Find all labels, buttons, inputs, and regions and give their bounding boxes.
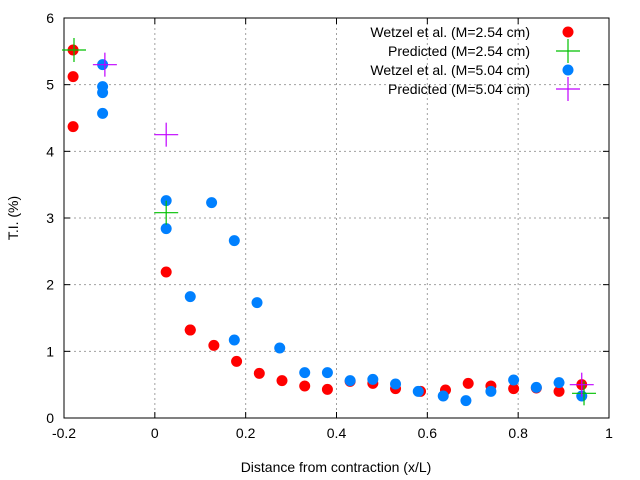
y-tick-label: 5 — [46, 77, 54, 93]
legend: Wetzel et al. (M=2.54 cm) Predicted (M=2.… — [370, 24, 580, 101]
data-point-series-1 — [208, 339, 220, 351]
legend-marker-4 — [556, 77, 580, 101]
data-point-series-3 — [251, 297, 263, 309]
data-point-series-1 — [276, 375, 288, 387]
x-tick-label: -0.2 — [52, 425, 76, 441]
axis-ticks — [63, 17, 610, 419]
data-point-series-2 — [154, 200, 179, 225]
data-point-series-4 — [569, 372, 594, 397]
data-point-series-3 — [274, 342, 286, 354]
data-point-series-3 — [97, 107, 109, 119]
data-point-series-3 — [160, 223, 172, 235]
y-tick-label: 3 — [46, 210, 54, 226]
data-point-series-3 — [485, 385, 497, 397]
data-point-series-1 — [553, 385, 565, 397]
data-point-series-3 — [530, 381, 542, 393]
data-point-series-1 — [253, 367, 265, 379]
legend-label-3: Wetzel et al. (M=5.04 cm) — [370, 62, 530, 78]
legend-marker-3 — [562, 64, 574, 76]
legend-marker-2 — [556, 39, 580, 63]
x-tick-label: 0.2 — [236, 425, 256, 441]
y-tick-label: 6 — [46, 10, 54, 26]
x-tick-label: 1 — [605, 425, 613, 441]
data-point-series-3 — [321, 367, 333, 379]
y-tick-label: 4 — [46, 143, 54, 159]
data-point-series-3 — [367, 373, 379, 385]
data-point-series-3 — [437, 390, 449, 402]
x-tick-label: 0 — [151, 425, 159, 441]
data-point-series-3 — [412, 385, 424, 397]
data-point-series-1 — [321, 383, 333, 395]
data-point-series-1 — [299, 380, 311, 392]
data-point-series-3 — [97, 87, 109, 99]
data-point-series-3 — [390, 378, 402, 390]
data-point-series-3 — [553, 377, 565, 389]
x-tick-label: 0.8 — [508, 425, 528, 441]
data-point-series-2 — [61, 38, 86, 62]
legend-label-2: Predicted (M=2.54 cm) — [388, 43, 530, 59]
data-points — [61, 38, 597, 407]
data-point-series-2 — [572, 381, 597, 406]
data-point-series-1 — [231, 355, 243, 367]
data-point-series-3 — [344, 375, 356, 387]
x-tick-label: 0.6 — [418, 425, 438, 441]
data-point-series-3 — [460, 395, 472, 407]
y-tick-label: 0 — [46, 410, 54, 426]
data-point-series-4 — [154, 122, 179, 147]
data-point-series-1 — [462, 377, 474, 389]
legend-label-1: Wetzel et al. (M=2.54 cm) — [370, 24, 530, 40]
data-point-series-3 — [206, 197, 218, 209]
data-point-series-3 — [299, 367, 311, 379]
y-tick-label: 2 — [46, 277, 54, 293]
data-point-series-3 — [228, 334, 240, 346]
data-point-series-3 — [228, 235, 240, 247]
x-axis-label: Distance from contraction (x/L) — [241, 459, 432, 475]
legend-marker-1 — [562, 26, 574, 38]
data-point-series-1 — [508, 383, 520, 395]
data-point-series-1 — [160, 266, 172, 278]
legend-label-4: Predicted (M=5.04 cm) — [388, 81, 530, 97]
data-point-series-1 — [184, 324, 196, 336]
y-axis-label: T.I. (%) — [5, 196, 21, 240]
y-tick-label: 1 — [46, 343, 54, 359]
data-point-series-1 — [67, 121, 79, 133]
grid-lines — [64, 18, 609, 418]
x-tick-label: 0.4 — [327, 425, 347, 441]
data-point-series-1 — [67, 71, 79, 83]
data-point-series-3 — [508, 374, 520, 386]
data-point-series-3 — [184, 291, 196, 303]
data-point-series-4 — [92, 52, 117, 77]
